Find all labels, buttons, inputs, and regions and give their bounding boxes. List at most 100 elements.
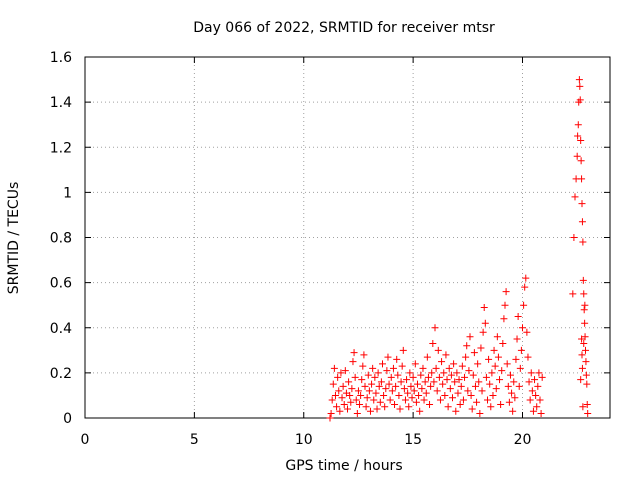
data-point	[578, 175, 586, 183]
data-point	[372, 389, 380, 397]
data-point	[417, 371, 425, 379]
x-tick-label: 10	[295, 432, 313, 448]
data-point	[479, 328, 487, 336]
data-point	[394, 371, 402, 379]
data-point	[446, 385, 454, 393]
data-point	[447, 371, 455, 379]
data-point	[528, 387, 536, 395]
data-point	[358, 376, 366, 384]
data-point	[348, 385, 356, 393]
data-point	[444, 403, 452, 411]
data-point	[458, 362, 466, 370]
data-point	[393, 355, 401, 363]
data-point	[381, 403, 389, 411]
data-point	[341, 367, 349, 375]
data-point	[573, 152, 581, 160]
data-point	[514, 312, 522, 320]
data-point	[466, 333, 474, 341]
data-point	[505, 398, 513, 406]
data-point	[477, 344, 485, 352]
data-point	[581, 333, 589, 341]
data-point	[338, 394, 346, 402]
data-point	[510, 378, 518, 386]
data-point	[330, 364, 338, 372]
data-point	[535, 369, 543, 377]
data-point	[340, 400, 348, 408]
data-point	[405, 403, 413, 411]
data-point	[453, 369, 461, 377]
data-point	[427, 382, 435, 390]
data-point	[503, 360, 511, 368]
data-point	[403, 376, 411, 384]
data-point	[415, 391, 423, 399]
data-point	[438, 358, 446, 366]
data-point	[432, 364, 440, 372]
data-point	[386, 396, 394, 404]
data-point	[471, 382, 479, 390]
data-point	[520, 301, 528, 309]
data-point	[481, 319, 489, 327]
data-point	[582, 346, 589, 354]
data-point	[354, 387, 362, 395]
x-tick-label: 5	[190, 432, 199, 448]
data-point	[580, 306, 588, 314]
data-point	[406, 369, 414, 377]
data-point	[463, 342, 471, 350]
data-point	[385, 380, 393, 388]
data-point	[412, 398, 420, 406]
data-point	[392, 382, 400, 390]
data-point	[369, 364, 377, 372]
data-point	[395, 391, 403, 399]
data-point	[506, 371, 514, 379]
data-point	[409, 373, 417, 381]
data-point	[410, 387, 418, 395]
data-point	[465, 367, 473, 375]
data-point	[492, 385, 500, 393]
data-point	[424, 373, 432, 381]
data-point	[524, 353, 532, 361]
data-point	[470, 349, 478, 357]
data-point	[508, 389, 516, 397]
data-point	[371, 373, 379, 381]
data-point	[450, 360, 458, 368]
data-point	[361, 382, 369, 390]
data-point	[576, 96, 584, 104]
data-point	[346, 391, 354, 399]
x-tick-label: 15	[404, 432, 422, 448]
data-point	[422, 389, 430, 397]
chart-title: Day 066 of 2022, SRMTID for receiver mts…	[193, 20, 495, 36]
data-point	[326, 414, 334, 422]
data-point	[423, 353, 431, 361]
data-point	[476, 409, 484, 417]
data-point	[433, 387, 441, 395]
data-point	[408, 394, 416, 402]
data-point	[375, 382, 383, 390]
data-point	[577, 376, 585, 384]
data-point	[525, 378, 533, 386]
data-point	[440, 369, 448, 377]
data-point	[353, 409, 361, 417]
data-point	[350, 349, 358, 357]
data-point	[452, 407, 460, 415]
data-point	[364, 371, 372, 379]
data-point	[400, 385, 408, 393]
y-tick-label: 1.4	[50, 95, 72, 111]
data-point	[352, 396, 360, 404]
data-point	[499, 340, 507, 348]
data-point	[439, 380, 447, 388]
data-point	[391, 400, 399, 408]
data-point	[374, 369, 382, 377]
data-point	[475, 378, 483, 386]
data-point	[434, 346, 442, 354]
data-point	[428, 369, 436, 377]
data-point	[522, 274, 530, 282]
data-point	[577, 157, 585, 165]
data-point	[436, 396, 444, 404]
data-point	[570, 234, 578, 241]
data-point	[328, 396, 336, 404]
data-point	[365, 387, 373, 395]
data-point	[473, 398, 481, 406]
data-point	[407, 382, 415, 390]
data-point	[379, 360, 386, 368]
data-point	[430, 378, 438, 386]
